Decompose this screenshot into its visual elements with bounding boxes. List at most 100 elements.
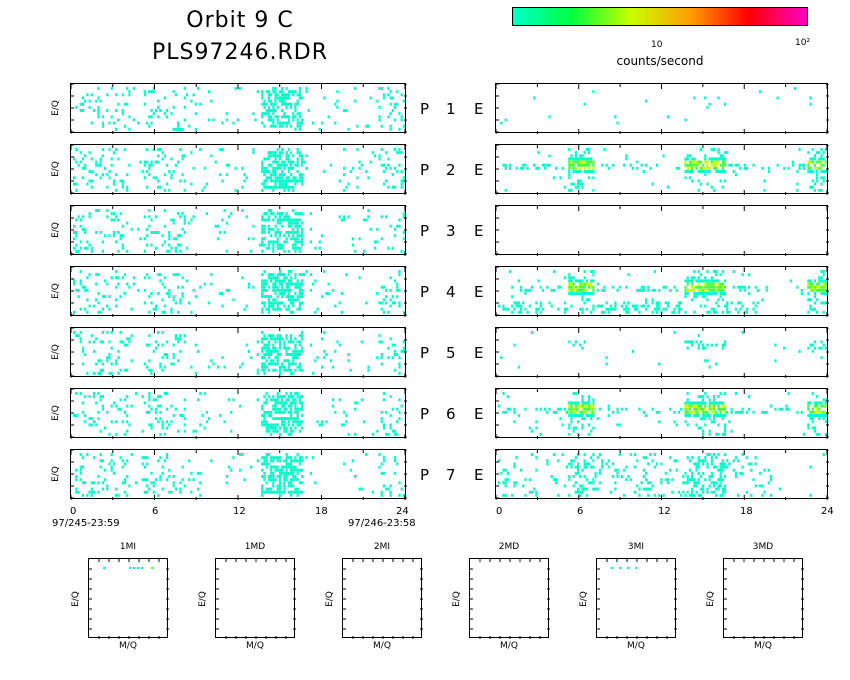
spectrogram-left-row-3 bbox=[70, 205, 407, 256]
count-pixel bbox=[743, 163, 746, 167]
count-pixel bbox=[601, 304, 604, 308]
count-pixel bbox=[691, 170, 694, 173]
count-pixel bbox=[269, 179, 273, 183]
count-pixel bbox=[769, 493, 773, 497]
count-pixel bbox=[734, 307, 738, 311]
count-pixel bbox=[272, 173, 275, 177]
count-pixel bbox=[530, 429, 534, 433]
count-pixel bbox=[221, 356, 224, 360]
count-pixel bbox=[99, 176, 102, 180]
count-pixel bbox=[677, 304, 681, 308]
count-pixel bbox=[640, 285, 643, 289]
count-pixel bbox=[389, 224, 392, 228]
count-pixel bbox=[822, 414, 825, 417]
count-pixel bbox=[535, 468, 538, 472]
count-pixel bbox=[695, 481, 698, 485]
count-pixel bbox=[732, 468, 735, 472]
count-pixel bbox=[605, 356, 608, 360]
count-pixel bbox=[170, 176, 173, 180]
count-pixel bbox=[605, 307, 608, 311]
count-pixel bbox=[811, 179, 814, 183]
count-pixel bbox=[398, 410, 401, 414]
count-pixel bbox=[824, 282, 828, 286]
count-pixel bbox=[265, 481, 268, 485]
count-pixel bbox=[651, 459, 654, 463]
count-pixel bbox=[506, 395, 509, 399]
count-pixel bbox=[710, 288, 713, 292]
count-pixel bbox=[296, 170, 299, 173]
count-pixel bbox=[90, 93, 93, 97]
count-pixel bbox=[261, 237, 264, 241]
count-pixel bbox=[181, 127, 184, 131]
count-pixel bbox=[121, 179, 124, 183]
count-pixel bbox=[274, 109, 277, 112]
count-pixel bbox=[73, 310, 76, 314]
count-pixel bbox=[278, 234, 282, 238]
count-pixel bbox=[354, 99, 357, 103]
count-pixel bbox=[526, 310, 529, 314]
count-pixel bbox=[616, 121, 619, 125]
count-pixel bbox=[117, 249, 120, 253]
count-pixel bbox=[704, 410, 707, 414]
count-pixel bbox=[163, 310, 166, 314]
count-pixel bbox=[568, 273, 571, 277]
count-pixel bbox=[269, 115, 273, 119]
count-pixel bbox=[263, 185, 266, 189]
count-pixel bbox=[712, 160, 716, 164]
count-pixel bbox=[101, 395, 104, 399]
count-pixel bbox=[809, 307, 812, 311]
count-pixel bbox=[710, 401, 713, 405]
count-pixel bbox=[574, 288, 577, 292]
count-pixel bbox=[256, 368, 259, 372]
count-pixel bbox=[699, 475, 702, 478]
count-pixel bbox=[704, 170, 707, 173]
count-pixel bbox=[684, 295, 687, 299]
count-pixel bbox=[796, 170, 799, 173]
count-pixel bbox=[165, 353, 169, 356]
count-pixel bbox=[263, 224, 266, 228]
count-pixel bbox=[715, 157, 718, 161]
count-pixel bbox=[269, 478, 273, 482]
count-pixel bbox=[292, 468, 295, 472]
count-pixel bbox=[152, 90, 155, 94]
count-pixel bbox=[611, 567, 614, 569]
count-pixel bbox=[296, 356, 299, 360]
count-pixel bbox=[292, 465, 295, 469]
count-pixel bbox=[524, 288, 527, 292]
count-pixel bbox=[285, 368, 288, 372]
count-pixel bbox=[278, 124, 282, 128]
count-pixel bbox=[305, 90, 308, 94]
count-pixel bbox=[391, 295, 394, 299]
count-pixel bbox=[287, 282, 290, 286]
count-pixel bbox=[691, 276, 694, 280]
count-pixel bbox=[655, 307, 659, 311]
count-pixel bbox=[274, 362, 277, 366]
count-pixel bbox=[128, 484, 131, 488]
count-pixel bbox=[269, 173, 273, 177]
count-pixel bbox=[820, 154, 823, 158]
count-pixel bbox=[574, 292, 577, 295]
count-pixel bbox=[824, 279, 828, 283]
count-pixel bbox=[367, 209, 370, 212]
count-pixel bbox=[581, 404, 584, 408]
count-pixel bbox=[539, 304, 542, 308]
count-pixel bbox=[712, 307, 716, 311]
count-pixel bbox=[809, 465, 812, 469]
count-pixel bbox=[807, 170, 810, 173]
count-pixel bbox=[579, 166, 582, 170]
count-pixel bbox=[154, 160, 158, 164]
count-pixel bbox=[818, 166, 821, 170]
count-pixel bbox=[88, 273, 91, 277]
count-pixel bbox=[263, 334, 266, 338]
count-pixel bbox=[570, 407, 573, 411]
count-pixel bbox=[642, 288, 645, 292]
count-pixel bbox=[99, 157, 102, 161]
count-pixel bbox=[378, 334, 381, 338]
count-pixel bbox=[818, 151, 821, 155]
count-pixel bbox=[81, 346, 85, 350]
count-pixel bbox=[86, 493, 89, 497]
count-pixel bbox=[261, 475, 264, 478]
count-pixel bbox=[214, 160, 217, 164]
count-pixel bbox=[287, 166, 290, 170]
count-pixel bbox=[371, 151, 374, 155]
